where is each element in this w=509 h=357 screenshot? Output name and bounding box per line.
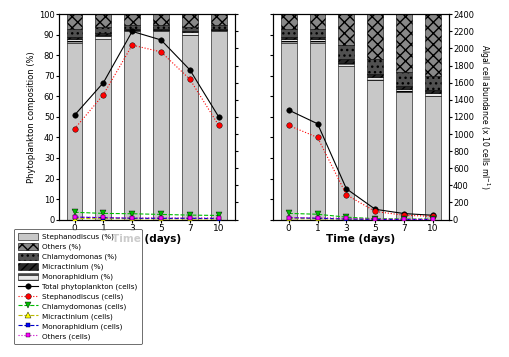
X-axis label: Time (days): Time (days) xyxy=(112,234,181,244)
Bar xyxy=(309,43,325,220)
Bar xyxy=(309,14,325,29)
Bar xyxy=(67,43,82,220)
Bar xyxy=(67,39,82,43)
Bar xyxy=(210,31,226,220)
Bar xyxy=(366,59,382,74)
Bar xyxy=(366,74,382,77)
Bar xyxy=(67,37,82,39)
Bar xyxy=(153,30,168,31)
Bar xyxy=(424,96,440,220)
Bar xyxy=(338,14,354,45)
Y-axis label: Algal cell abundance (x 10 cells ml$^{-1}$): Algal cell abundance (x 10 cells ml$^{-1… xyxy=(476,44,490,190)
Bar xyxy=(366,14,382,60)
Bar xyxy=(338,60,354,62)
Bar xyxy=(210,30,226,31)
Bar xyxy=(424,14,440,76)
Bar xyxy=(309,29,325,37)
Bar xyxy=(309,37,325,39)
Bar xyxy=(153,31,168,220)
Bar xyxy=(67,29,82,37)
Bar xyxy=(395,86,411,89)
Bar xyxy=(395,14,411,72)
Bar xyxy=(124,29,140,30)
Bar xyxy=(95,14,111,27)
Bar xyxy=(395,72,411,86)
Bar xyxy=(124,31,140,220)
Bar xyxy=(95,27,111,33)
Bar xyxy=(280,39,296,43)
Bar xyxy=(95,35,111,39)
Bar xyxy=(182,27,197,31)
Y-axis label: Phytoplankton composition (%): Phytoplankton composition (%) xyxy=(27,51,36,183)
Bar xyxy=(280,29,296,37)
Bar xyxy=(338,62,354,66)
Bar xyxy=(210,25,226,29)
Bar xyxy=(124,14,140,25)
Bar xyxy=(67,14,82,29)
Bar xyxy=(309,39,325,43)
Bar xyxy=(280,43,296,220)
Bar xyxy=(210,29,226,30)
Bar xyxy=(424,93,440,96)
Bar xyxy=(395,92,411,220)
Bar xyxy=(395,89,411,92)
Bar xyxy=(280,37,296,39)
Bar xyxy=(280,14,296,29)
Bar xyxy=(366,77,382,80)
Bar xyxy=(182,14,197,27)
Bar xyxy=(338,45,354,60)
Bar xyxy=(153,29,168,30)
Bar xyxy=(95,33,111,35)
Bar xyxy=(153,25,168,29)
Bar xyxy=(424,76,440,90)
Legend: Stephanodiscus (%), Others (%), Chlamydomonas (%), Micractinium (%), Monoraphidi: Stephanodiscus (%), Others (%), Chlamydo… xyxy=(14,228,142,344)
Bar xyxy=(95,39,111,220)
Bar xyxy=(210,14,226,25)
Bar xyxy=(424,90,440,93)
Bar xyxy=(182,32,197,35)
Bar xyxy=(124,30,140,31)
X-axis label: Time (days): Time (days) xyxy=(326,234,394,244)
Bar xyxy=(182,35,197,220)
Bar xyxy=(366,80,382,220)
Bar xyxy=(153,14,168,25)
Bar xyxy=(124,25,140,29)
Bar xyxy=(338,66,354,220)
Bar xyxy=(182,31,197,32)
